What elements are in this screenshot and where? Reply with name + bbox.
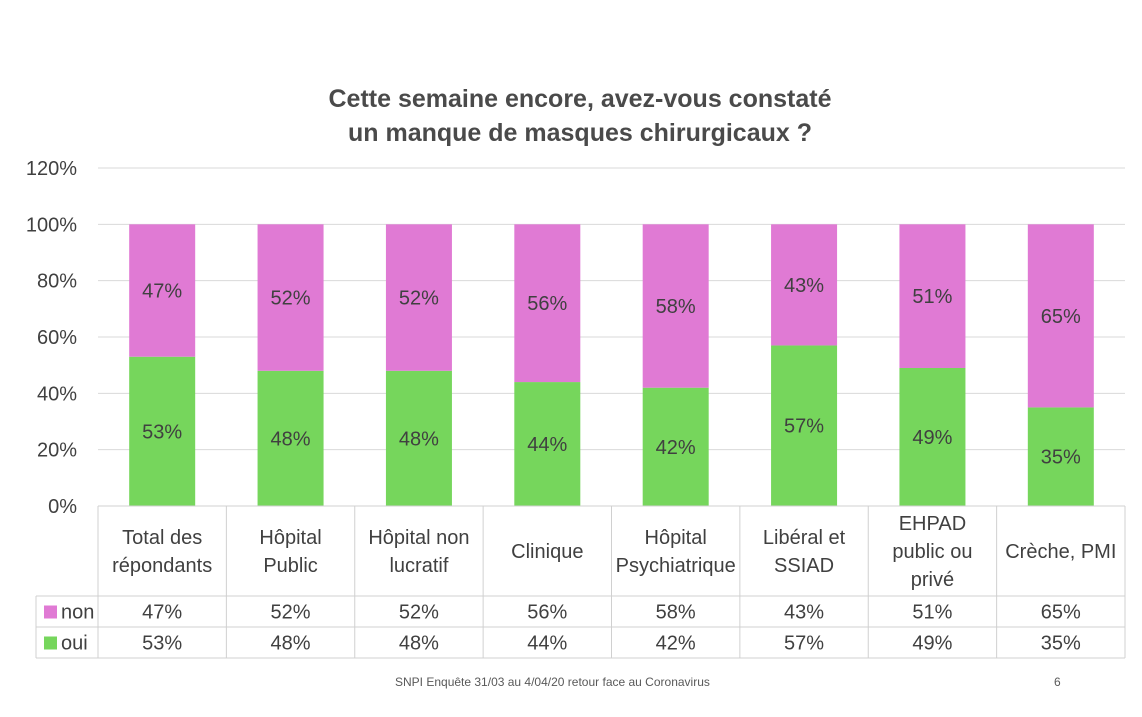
bar-oui bbox=[771, 345, 838, 506]
legend-label-oui: oui bbox=[61, 633, 88, 655]
data-label-oui: 42% bbox=[656, 437, 696, 459]
table-cell-non: 51% bbox=[912, 602, 952, 624]
y-tick-label: 40% bbox=[37, 383, 77, 405]
page-number: 6 bbox=[1054, 675, 1061, 689]
chart-title-line-2: un manque de masques chirurgicaux ? bbox=[347, 119, 812, 147]
category-label: public ou bbox=[892, 541, 972, 563]
bar-oui bbox=[385, 370, 452, 506]
data-label-non: 47% bbox=[142, 281, 182, 303]
y-tick-label: 100% bbox=[26, 214, 77, 236]
category-label: Hôpital bbox=[645, 527, 707, 549]
table-cell-oui: 44% bbox=[527, 633, 567, 655]
bar-non bbox=[385, 224, 452, 371]
category-label: lucratif bbox=[389, 555, 448, 577]
table-cell-oui: 48% bbox=[271, 633, 311, 655]
data-label-oui: 35% bbox=[1041, 447, 1081, 469]
data-label-oui: 57% bbox=[784, 416, 824, 438]
bar-non bbox=[257, 224, 324, 371]
table-cell-oui: 48% bbox=[399, 633, 439, 655]
data-label-oui: 48% bbox=[399, 428, 439, 450]
table-cell-oui: 35% bbox=[1041, 633, 1081, 655]
data-label-oui: 44% bbox=[527, 434, 567, 456]
category-label: Total des bbox=[122, 527, 202, 549]
bar-oui bbox=[1027, 407, 1094, 506]
table-cell-non: 58% bbox=[656, 602, 696, 624]
bar-oui bbox=[899, 367, 966, 506]
bar-oui bbox=[257, 370, 324, 506]
category-label: Hôpital non bbox=[368, 527, 469, 549]
bar-non bbox=[129, 224, 196, 357]
chart-title: Cette semaine encore, avez-vous constaté… bbox=[180, 82, 980, 150]
data-label-non: 51% bbox=[912, 286, 952, 308]
y-tick-label: 60% bbox=[37, 327, 77, 349]
category-label: privé bbox=[911, 569, 954, 591]
legend-key-oui bbox=[44, 636, 57, 650]
table-cell-oui: 42% bbox=[656, 633, 696, 655]
table-cell-non: 52% bbox=[271, 602, 311, 624]
category-label: Clinique bbox=[511, 541, 583, 563]
table-cell-non: 65% bbox=[1041, 602, 1081, 624]
chart-title-line-1: Cette semaine encore, avez-vous constaté bbox=[328, 85, 832, 113]
bar-oui bbox=[129, 356, 196, 506]
y-tick-label: 80% bbox=[37, 271, 77, 293]
y-tick-label: 120% bbox=[26, 158, 77, 180]
table-cell-oui: 49% bbox=[912, 633, 952, 655]
data-label-non: 58% bbox=[656, 296, 696, 318]
table-cell-non: 52% bbox=[399, 602, 439, 624]
table-cell-non: 56% bbox=[527, 602, 567, 624]
data-label-non: 52% bbox=[271, 288, 311, 310]
category-label: Public bbox=[263, 555, 317, 577]
table-cell-oui: 57% bbox=[784, 633, 824, 655]
data-label-oui: 48% bbox=[271, 428, 311, 450]
category-label: répondants bbox=[112, 555, 212, 577]
bar-oui bbox=[642, 387, 709, 506]
legend-label-non: non bbox=[61, 602, 94, 624]
legend-key-non bbox=[44, 605, 57, 619]
category-label: SSIAD bbox=[774, 555, 834, 577]
bar-non bbox=[899, 224, 966, 368]
category-label: Hôpital bbox=[259, 527, 321, 549]
bar-non bbox=[1027, 224, 1094, 408]
table-cell-non: 47% bbox=[142, 602, 182, 624]
data-label-non: 43% bbox=[784, 275, 824, 297]
footer-source: SNPI Enquête 31/03 au 4/04/20 retour fac… bbox=[395, 675, 710, 689]
y-tick-label: 0% bbox=[48, 496, 77, 518]
bar-non bbox=[642, 224, 709, 388]
y-tick-label: 20% bbox=[37, 440, 77, 462]
data-label-oui: 53% bbox=[142, 421, 182, 443]
data-label-non: 56% bbox=[527, 293, 567, 315]
category-label: EHPAD bbox=[899, 513, 966, 535]
bar-non bbox=[514, 224, 581, 383]
table-cell-oui: 53% bbox=[142, 633, 182, 655]
data-label-non: 52% bbox=[399, 288, 439, 310]
category-label: Libéral et bbox=[763, 527, 846, 549]
category-label: Psychiatrique bbox=[616, 555, 736, 577]
category-label: Crèche, PMI bbox=[1005, 541, 1116, 563]
table-cell-non: 43% bbox=[784, 602, 824, 624]
data-label-non: 65% bbox=[1041, 306, 1081, 328]
bar-oui bbox=[514, 382, 581, 506]
bar-non bbox=[771, 224, 838, 346]
data-label-oui: 49% bbox=[912, 427, 952, 449]
